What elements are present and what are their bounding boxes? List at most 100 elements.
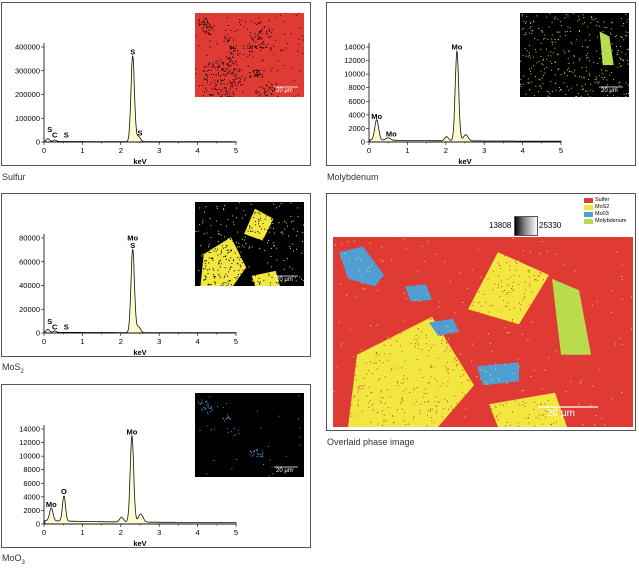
map-pixel	[534, 279, 536, 281]
map-pixel	[219, 259, 221, 261]
map-pixel	[417, 344, 419, 346]
map-pixel	[246, 28, 248, 30]
map-pixel	[207, 284, 209, 286]
map-pixel	[549, 93, 551, 94]
map-pixel	[253, 70, 255, 71]
map-pixel	[447, 400, 448, 402]
map-pixel	[524, 405, 526, 407]
map-pixel	[530, 21, 532, 23]
map-pixel	[270, 247, 272, 249]
map-pixel	[379, 378, 381, 380]
map-pixel	[226, 68, 228, 70]
map-pixel	[292, 220, 294, 222]
map-pixel	[522, 83, 524, 85]
map-pixel	[258, 282, 260, 284]
map-pixel	[471, 343, 473, 345]
map-pixel	[611, 50, 613, 52]
map-pixel	[213, 428, 215, 430]
x-axis-label: keV	[133, 348, 146, 357]
map-pixel	[448, 368, 450, 370]
map-pixel	[257, 75, 258, 77]
map-pixel	[606, 27, 608, 29]
map-pixel	[261, 38, 263, 40]
map-pixel	[366, 373, 368, 375]
map-pixel	[238, 277, 240, 279]
map-pixel	[369, 271, 371, 272]
map-pixel	[221, 283, 223, 284]
map-pixel	[253, 75, 255, 77]
map-pixel	[274, 39, 276, 41]
map-pixel	[446, 325, 448, 327]
map-pixel	[426, 392, 428, 394]
y-tick-label: 8000	[348, 83, 365, 92]
map-pixel	[550, 55, 552, 57]
map-pixel	[207, 404, 209, 406]
map-pixel	[275, 83, 277, 85]
map-pixel	[585, 55, 587, 57]
map-pixel	[257, 218, 259, 220]
map-pixel	[497, 287, 499, 289]
map-pixel	[225, 89, 227, 91]
map-pixel	[203, 27, 205, 29]
map-pixel	[426, 343, 428, 345]
map-pixel	[222, 418, 224, 420]
map-pixel	[263, 279, 265, 281]
map-pixel	[205, 79, 207, 80]
map-pixel	[513, 307, 515, 309]
map-pixel	[589, 96, 591, 97]
map-pixel	[227, 57, 229, 59]
map-pixel	[218, 263, 220, 265]
map-pixel	[428, 400, 430, 402]
map-pixel	[620, 65, 622, 67]
map-pixel	[302, 240, 303, 242]
map-pixel	[445, 366, 446, 368]
map-pixel	[254, 33, 256, 35]
map-pixel	[237, 246, 239, 248]
map-pixel	[261, 60, 263, 62]
map-pixel	[218, 233, 220, 235]
map-pixel	[546, 48, 547, 50]
map-pixel	[575, 296, 577, 298]
map-pixel	[251, 20, 252, 22]
map-pixel	[249, 72, 251, 74]
map-pixel	[388, 407, 389, 409]
map-pixel	[230, 250, 232, 252]
map-pixel	[214, 283, 216, 285]
map-pixel	[471, 305, 473, 307]
map-pixel	[592, 385, 594, 387]
map-pixel	[239, 259, 241, 261]
map-pixel	[435, 412, 437, 414]
map-pixel	[237, 231, 239, 233]
map-pixel	[254, 282, 255, 284]
map-pixel	[589, 73, 591, 75]
map-pixel	[273, 232, 275, 234]
moo3-caption-sub: 3	[21, 559, 25, 566]
map-pixel	[231, 73, 233, 75]
map-pixel	[530, 67, 532, 69]
mos2-map-drawing	[195, 202, 304, 286]
map-pixel	[221, 69, 223, 71]
map-pixel	[214, 276, 215, 278]
map-pixel	[576, 96, 577, 97]
map-pixel	[226, 64, 228, 66]
legend-label-mos2: MoS2	[595, 204, 610, 210]
map-pixel	[604, 43, 606, 45]
map-pixel	[528, 271, 530, 273]
map-pixel	[206, 78, 208, 80]
map-pixel	[207, 82, 208, 83]
map-pixel	[620, 45, 622, 47]
map-pixel	[228, 251, 230, 253]
map-pixel	[232, 56, 234, 58]
map-pixel	[540, 30, 542, 32]
map-pixel	[382, 397, 384, 399]
map-pixel	[269, 231, 270, 233]
map-pixel	[413, 418, 414, 420]
map-pixel	[445, 349, 447, 351]
map-pixel	[523, 75, 525, 77]
map-pixel	[205, 277, 207, 279]
map-pixel	[270, 35, 272, 37]
map-pixel	[380, 397, 382, 399]
map-pixel	[527, 417, 529, 419]
map-pixel	[267, 94, 268, 96]
map-pixel	[273, 228, 274, 230]
